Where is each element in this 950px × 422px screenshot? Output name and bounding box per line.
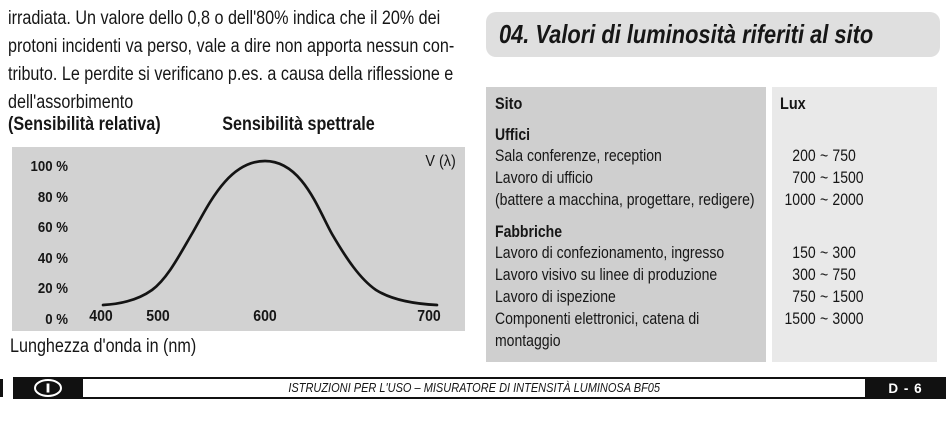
column-header-lux: Lux [772,94,937,114]
lux-low: 300 [792,266,816,284]
ytick-60: 60 % [37,219,68,237]
table-row: Componenti elettronici, catena di montag… [486,308,766,352]
ytick-40: 40 % [37,249,68,267]
lux-low: 200 [792,147,816,165]
table-row: Lavoro visivo su linee di produzione [486,264,766,286]
table-row-value: 750 ~1500 [772,286,937,308]
range-tilde: ~ [819,288,829,306]
body-paragraph: irradiata. Un valore dello 0,8 o dell'80… [8,8,455,113]
footer-doc-title: ISTRUZIONI PER L'USO – MISURATORE DI INT… [288,381,660,395]
lux-high: 2000 [832,191,864,209]
x-axis-caption: Lunghezza d'onda in (nm) [10,336,197,357]
spectral-sensitivity-chart: 100 % 80 % 60 % 40 % 20 % 0 % 400 500 60… [12,147,465,331]
table-row-value: 1500 ~3000 [772,308,937,352]
y-axis-ticks: 100 % 80 % 60 % 40 % 20 % 0 % [16,158,68,329]
lux-high: 1500 [832,169,864,187]
table-row: Lavoro di confezionamento, ingresso [486,242,766,264]
sito-column-background [486,87,766,362]
row-label: Lavoro visivo su linee di produzione [495,266,718,284]
xtick-500: 500 [146,308,170,325]
sito-header-label: Sito [495,94,523,113]
lux-low: 150 [792,244,816,262]
section-label: Fabbriche [495,223,563,241]
lux-column-background [772,87,937,362]
table-row: Lavoro di ufficio [486,167,766,189]
xtick-400: 400 [89,308,113,325]
table-row-value: 700 ~1500 [772,167,937,189]
lux-high: 750 [832,266,856,284]
curve-label-v-lambda: V (λ) [425,153,456,170]
ytick-100: 100 % [30,158,68,175]
lux-high: 3000 [832,310,864,328]
table-section-fabbriche: Fabbriche [486,211,766,242]
chart-title: Sensibilità spettrale [222,114,375,135]
page-edge-mark [0,379,3,397]
y-axis-caption: (Sensibilità relativa) [8,114,161,135]
range-tilde: ~ [819,147,829,165]
section-title-box: 04. Valori di luminosità riferiti al sit… [486,12,940,57]
lux-table: Sito Lux Uffici Sala conferenze, recepti… [486,87,937,362]
row-label: Lavoro di ispezione [495,288,616,306]
section-title: 04. Valori di luminosità riferiti al sit… [499,19,874,49]
lux-high: 300 [832,244,856,262]
xtick-600: 600 [253,308,277,325]
column-header-sito: Sito [486,94,766,114]
range-tilde: ~ [819,310,829,328]
range-tilde: ~ [819,191,829,209]
country-badge [13,377,83,399]
lux-low: 1500 [784,310,816,328]
table-row-value: 1000 ~2000 [772,189,937,211]
italy-oval-icon [34,379,62,397]
empty-cell [772,114,937,145]
row-label: Sala conferenze, reception [495,147,662,165]
range-tilde: ~ [819,169,829,187]
table-section-uffici: Uffici [486,114,766,145]
range-tilde: ~ [819,244,829,262]
lux-high: 750 [832,147,856,165]
table-row-value: 300 ~750 [772,264,937,286]
lux-header-label: Lux [780,94,806,113]
page-number-badge: D - 6 [865,377,946,399]
lux-low: 700 [792,169,816,187]
lux-high: 1500 [832,288,864,306]
table-row-value: 150 ~300 [772,242,937,264]
lux-low: 1000 [784,191,816,209]
row-label: Componenti elettronici, catena di montag… [495,310,700,350]
page-number: D - 6 [888,380,923,396]
section-label: Uffici [495,126,531,144]
chart-captions-row: (Sensibilità relativa) Sensibilità spett… [8,114,467,138]
footer-title-strip: ISTRUZIONI PER L'USO – MISURATORE DI INT… [83,377,865,399]
xtick-700: 700 [417,308,441,325]
table-row-value: 200 ~750 [772,145,937,167]
range-tilde: ~ [819,266,829,284]
footer-bar: ISTRUZIONI PER L'USO – MISURATORE DI INT… [13,377,946,399]
empty-cell [772,211,937,242]
lux-low: 750 [792,288,816,306]
row-label: Lavoro di confezionamento, ingresso [495,244,725,262]
ytick-80: 80 % [37,188,68,206]
ytick-0: 0 % [45,310,68,328]
row-label: Lavoro di ufficio [495,169,593,187]
table-row: Lavoro di ispezione [486,286,766,308]
ytick-20: 20 % [37,280,68,298]
sensitivity-curve [101,159,439,307]
table-row: Sala conferenze, reception [486,145,766,167]
row-label: (battere a macchina, progettare, rediger… [495,191,755,209]
table-row: (battere a macchina, progettare, rediger… [486,189,766,211]
